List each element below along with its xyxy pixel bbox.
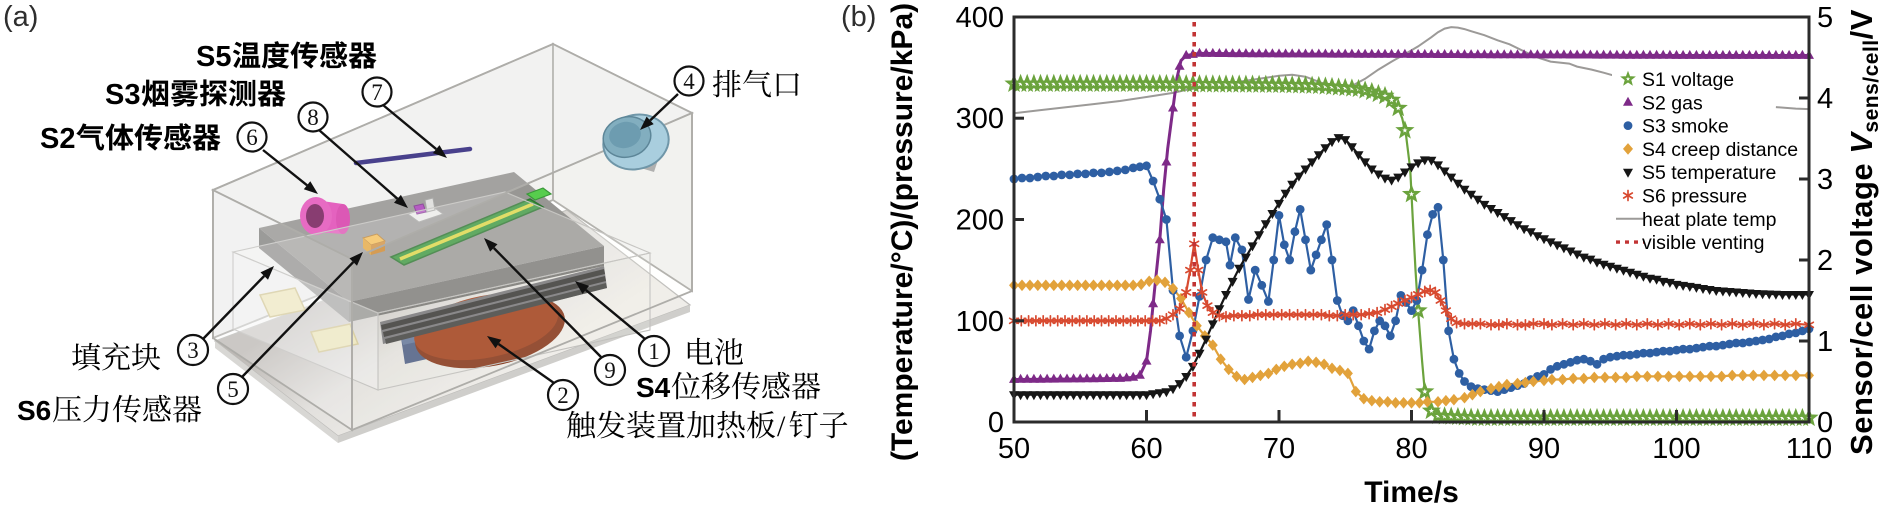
svg-text:8: 8 [307, 105, 319, 130]
svg-text:300: 300 [956, 103, 1004, 135]
svg-text:80: 80 [1395, 433, 1427, 465]
svg-text:S2: S2 [40, 123, 75, 155]
svg-text:9: 9 [604, 358, 616, 383]
svg-text:90: 90 [1528, 433, 1560, 465]
svg-text:3: 3 [187, 338, 199, 363]
svg-text:(a): (a) [3, 1, 38, 33]
svg-text:S2 gas: S2 gas [1642, 92, 1703, 114]
svg-text:S5: S5 [196, 41, 231, 73]
svg-text:5: 5 [227, 377, 239, 402]
svg-text:5: 5 [1817, 2, 1833, 34]
svg-text:2: 2 [1817, 245, 1833, 277]
svg-text:1: 1 [648, 339, 660, 364]
svg-text:200: 200 [956, 205, 1004, 237]
svg-text:Time/s: Time/s [1364, 476, 1459, 509]
svg-text:(b): (b) [841, 1, 876, 33]
svg-text:50: 50 [998, 433, 1030, 465]
svg-text:heat plate temp: heat plate temp [1642, 209, 1777, 231]
svg-text:/: / [777, 410, 786, 443]
svg-text:S6 pressure: S6 pressure [1642, 186, 1747, 208]
svg-text:0: 0 [988, 407, 1004, 439]
svg-text:S3: S3 [105, 79, 140, 111]
svg-text:S5 temperature: S5 temperature [1642, 162, 1776, 184]
svg-text:6: 6 [246, 125, 258, 150]
svg-text:(Temperature/°C)/(pressure/kPa: (Temperature/°C)/(pressure/kPa) [886, 3, 919, 461]
svg-text:S4: S4 [636, 372, 671, 403]
svg-text:60: 60 [1130, 433, 1162, 465]
svg-text:S3 smoke: S3 smoke [1642, 116, 1729, 138]
svg-text:4: 4 [1817, 83, 1833, 115]
svg-text:100: 100 [1652, 433, 1700, 465]
svg-text:70: 70 [1263, 433, 1295, 465]
svg-text:1: 1 [1817, 326, 1833, 358]
svg-text:S1 voltage: S1 voltage [1642, 69, 1734, 91]
svg-text:100: 100 [956, 306, 1004, 338]
svg-text:110: 110 [1786, 433, 1832, 465]
svg-text:S4 creep distance: S4 creep distance [1642, 139, 1798, 161]
svg-text:3: 3 [1817, 164, 1833, 196]
svg-text:400: 400 [956, 2, 1004, 34]
svg-text:visible venting: visible venting [1642, 232, 1764, 254]
svg-text:0: 0 [1817, 407, 1833, 439]
svg-text:2: 2 [557, 383, 569, 408]
svg-text:S6: S6 [17, 395, 51, 426]
svg-text:7: 7 [371, 80, 383, 105]
svg-text:4: 4 [683, 69, 695, 94]
